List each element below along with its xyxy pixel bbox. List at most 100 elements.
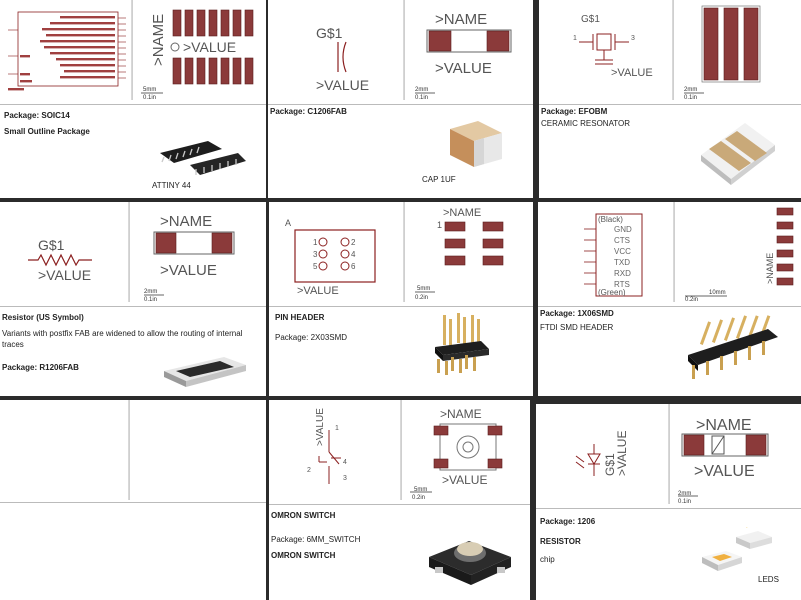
header-schematic-symbol: A 1 3 5 2 4 6 >VALUE xyxy=(285,218,376,297)
footer-label: (Green) xyxy=(598,288,626,297)
efobm-footprint: 2mm 0.1in xyxy=(684,5,761,100)
c1206-footprint: >NAME >VALUE 2mm 0.1in xyxy=(415,11,512,100)
part-cell-efobm[interactable]: G$1 1 3 >VALUE 2mm 0.1in Package: xyxy=(539,0,801,198)
pin-3-label: 3 xyxy=(343,475,347,482)
pin-header-photo xyxy=(435,313,489,375)
schematic-view[interactable]: A 1 3 5 2 4 6 >VALUE xyxy=(269,202,404,302)
value-label: >VALUE xyxy=(316,77,369,93)
part-cell-r1206fab[interactable]: G$1 >VALUE >NAME >VALUE 2mm 0.1in Resist… xyxy=(0,202,266,396)
1206-led-footprint: >NAME >VALUE 2mm 0.1in xyxy=(678,417,769,504)
package-view-empty xyxy=(129,400,266,500)
package-view[interactable]: >NAME >VALUE 2mm 0.1in xyxy=(669,404,801,504)
package-label: Package: SOIC14 xyxy=(4,111,70,120)
part-description: Variants with postfix FAB are widened to… xyxy=(2,329,243,349)
pin-label-4: 4 xyxy=(351,250,356,259)
tactile-switch-photo xyxy=(429,541,511,585)
part-info-panel: Package: 1X06SMD FTDI SMD HEADER xyxy=(538,306,801,396)
part-title: RESISTOR xyxy=(540,537,581,546)
pin-label-3: 3 xyxy=(313,250,318,259)
package-label: Package: 2X03SMD xyxy=(275,333,348,342)
package-label: Package: 1X06SMD xyxy=(540,309,614,318)
scale-top: 5mm xyxy=(143,87,156,93)
pin-cts: CTS xyxy=(614,236,630,245)
part-description: chip xyxy=(540,555,555,564)
value-label-2: >VALUE xyxy=(694,463,755,480)
r1206-footprint: >NAME >VALUE 2mm 0.1in xyxy=(144,213,235,302)
package-view[interactable]: >NAME >VALUE 5mm 0.1in xyxy=(132,0,266,100)
scale-bottom: 0.2in xyxy=(412,495,425,500)
part-cell-1206[interactable]: G$1 >VALUE >NAME >VALUE 2mm 0.1in Packag… xyxy=(536,404,801,600)
package-view[interactable]: >NAME 1 5mm 0.2in xyxy=(404,202,533,302)
pin-vcc: VCC xyxy=(614,247,631,256)
pin-2-label: 2 xyxy=(307,467,311,474)
pin-label-5: 5 xyxy=(313,262,318,271)
scale-bottom: 0.1in xyxy=(144,297,157,302)
part-cell-c1206fab[interactable]: G$1 >VALUE >NAME >VALUE 2mm 0.1in Packag… xyxy=(268,0,533,198)
scale-top: 5mm xyxy=(417,286,430,292)
package-label: Package: 6MM_SWITCH xyxy=(271,535,361,544)
name-label: >NAME xyxy=(160,213,212,230)
schematic-view[interactable]: G$1 1 3 >VALUE xyxy=(539,0,673,100)
name-label: >NAME xyxy=(150,14,167,66)
value-label: >VALUE xyxy=(38,267,91,283)
schematic-view[interactable]: G$1 >VALUE xyxy=(0,202,129,302)
schematic-view[interactable]: (Black) GND CTS VCC TXD RXD RTS (Green) xyxy=(538,202,674,302)
schematic-view[interactable]: G$1 >VALUE xyxy=(268,0,404,100)
schematic-view[interactable]: >VALUE 1 2 3 4 xyxy=(269,400,401,500)
resonator-schematic-symbol: G$1 1 3 >VALUE xyxy=(573,14,653,79)
ftdi-header-photo xyxy=(688,315,778,379)
photo-caption: CAP 1UF xyxy=(422,175,456,184)
name-label: >NAME xyxy=(696,417,752,434)
pin-gnd: GND xyxy=(614,225,632,234)
part-cell-empty xyxy=(0,400,266,600)
package-view[interactable]: >NAME >VALUE 5mm 0.2in xyxy=(401,400,530,500)
scale-bottom: 0.1in xyxy=(684,95,697,100)
pin-4-label: 4 xyxy=(343,459,347,466)
package-view[interactable]: >NAME >VALUE 2mm 0.1in xyxy=(404,0,533,100)
part-info-panel: Package: EFOBM CERAMIC RESONATOR xyxy=(539,104,801,198)
6mm-switch-footprint: >NAME >VALUE 5mm 0.2in xyxy=(410,407,503,500)
resistor-schematic-symbol: G$1 >VALUE xyxy=(28,237,92,283)
led-photo xyxy=(702,527,772,571)
scale-top: 2mm xyxy=(415,87,428,93)
gate-label: G$1 xyxy=(38,237,65,253)
pin-1-label: 1 xyxy=(335,425,339,432)
part-cell-2x03smd[interactable]: A 1 3 5 2 4 6 >VALUE >NAME 1 5mm 0.2in xyxy=(269,202,533,396)
part-cell-soic14[interactable]: >NAME >VALUE 5mm 0.1in Package: SOIC14 S… xyxy=(0,0,266,198)
package-label: Package: 1206 xyxy=(540,517,596,526)
name-label: >NAME xyxy=(435,11,487,28)
capacitor-schematic-symbol: G$1 >VALUE xyxy=(316,25,369,93)
schematic-view[interactable] xyxy=(0,0,132,100)
package-label: Package: R1206FAB xyxy=(2,363,79,372)
scale-top: 2mm xyxy=(144,289,157,295)
pin-rts: RTS xyxy=(614,280,630,289)
gate-label: G$1 xyxy=(603,453,617,476)
pin-3-label: 3 xyxy=(631,35,635,42)
part-info-panel: PIN HEADER Package: 2X03SMD xyxy=(269,306,533,396)
1x06smd-footprint: >NAME 10mm 0.2in xyxy=(685,207,794,302)
name-label: >NAME xyxy=(440,407,482,421)
soic14-footprint: >NAME >VALUE 5mm 0.1in xyxy=(141,9,254,100)
part-cell-6mm-switch[interactable]: >VALUE 1 2 3 4 >NAME >VALUE 5mm 0.2in xyxy=(269,400,530,600)
part-cell-1x06smd[interactable]: (Black) GND CTS VCC TXD RXD RTS (Green) … xyxy=(538,202,801,396)
package-description: CERAMIC RESONATOR xyxy=(541,119,631,128)
value-label: >VALUE xyxy=(315,408,326,446)
package-view[interactable]: >NAME 10mm 0.2in xyxy=(674,202,801,302)
pin-label-1: 1 xyxy=(313,238,318,247)
pin-label-2: 2 xyxy=(351,238,356,247)
photo-caption: ATTINY 44 xyxy=(152,181,191,190)
scale-top: 10mm xyxy=(709,290,726,296)
value-label: >VALUE xyxy=(183,39,236,55)
part-title: Resistor (US Symbol) xyxy=(2,313,84,322)
resonator-photo xyxy=(701,123,775,185)
package-view[interactable]: 2mm 0.1in xyxy=(673,0,801,100)
soic-chip-photo xyxy=(160,141,246,175)
part-info-panel: Package: SOIC14 Small Outline Package AT… xyxy=(0,104,266,198)
name-label: >NAME xyxy=(443,207,481,219)
schematic-view[interactable]: G$1 >VALUE xyxy=(536,404,669,504)
scale-top: 5mm xyxy=(414,487,427,493)
package-view[interactable]: >NAME >VALUE 2mm 0.1in xyxy=(129,202,266,302)
scale-bottom: 0.1in xyxy=(143,95,156,100)
ftdi-schematic-symbol: (Black) GND CTS VCC TXD RXD RTS (Green) xyxy=(584,213,643,297)
2x03smd-footprint: >NAME 1 5mm 0.2in xyxy=(415,207,504,301)
